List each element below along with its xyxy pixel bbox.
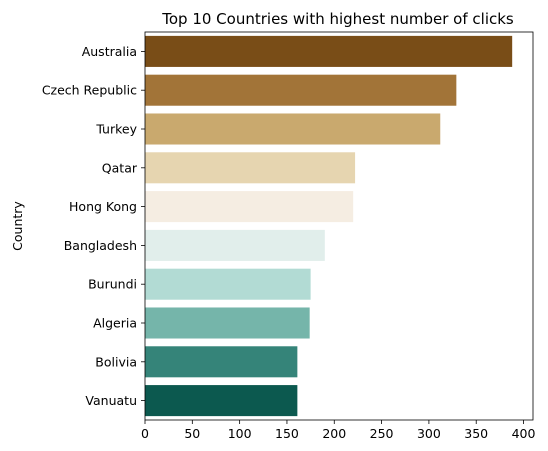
- y-axis-label: Country: [10, 201, 25, 251]
- bar-qatar: [145, 152, 356, 184]
- y-tick-label: Hong Kong: [69, 199, 137, 214]
- bar-turkey: [145, 113, 441, 145]
- x-tick-label: 200: [322, 426, 346, 441]
- x-tick-label: 0: [141, 426, 149, 441]
- x-tick-label: 50: [184, 426, 200, 441]
- bar-bolivia: [145, 346, 298, 378]
- bar-australia: [145, 35, 513, 67]
- y-tick-label: Qatar: [102, 160, 138, 175]
- bar-burundi: [145, 268, 311, 300]
- y-tick-label: Czech Republic: [42, 83, 137, 98]
- bar-hong-kong: [145, 191, 354, 223]
- y-tick-label: Bolivia: [95, 354, 137, 369]
- x-tick-label: 350: [464, 426, 488, 441]
- x-tick-label: 100: [228, 426, 252, 441]
- bars-group: [145, 35, 513, 417]
- x-tick-label: 300: [417, 426, 441, 441]
- bar-vanuatu: [145, 385, 298, 417]
- x-tick-label: 400: [512, 426, 536, 441]
- x-tick-label: 150: [275, 426, 299, 441]
- y-tick-label: Vanuatu: [85, 393, 137, 408]
- y-axis-ticks: Australia Czech Republic Turkey Qatar Hong K…: [42, 44, 145, 408]
- y-tick-label: Bangladesh: [64, 238, 137, 253]
- y-tick-label: Algeria: [93, 316, 137, 331]
- bar-czech-republic: [145, 74, 457, 106]
- bar-bangladesh: [145, 229, 325, 261]
- chart-title: Top 10 Countries with highest number of …: [161, 10, 514, 28]
- bar-algeria: [145, 307, 310, 339]
- x-axis-ticks: 0 50 100 150 200 250 300 350 400: [141, 420, 536, 441]
- y-tick-label: Australia: [82, 44, 137, 59]
- y-tick-label: Turkey: [95, 122, 137, 137]
- y-tick-label: Burundi: [88, 277, 137, 292]
- plot-frame: [144, 31, 534, 421]
- x-tick-label: 250: [370, 426, 394, 441]
